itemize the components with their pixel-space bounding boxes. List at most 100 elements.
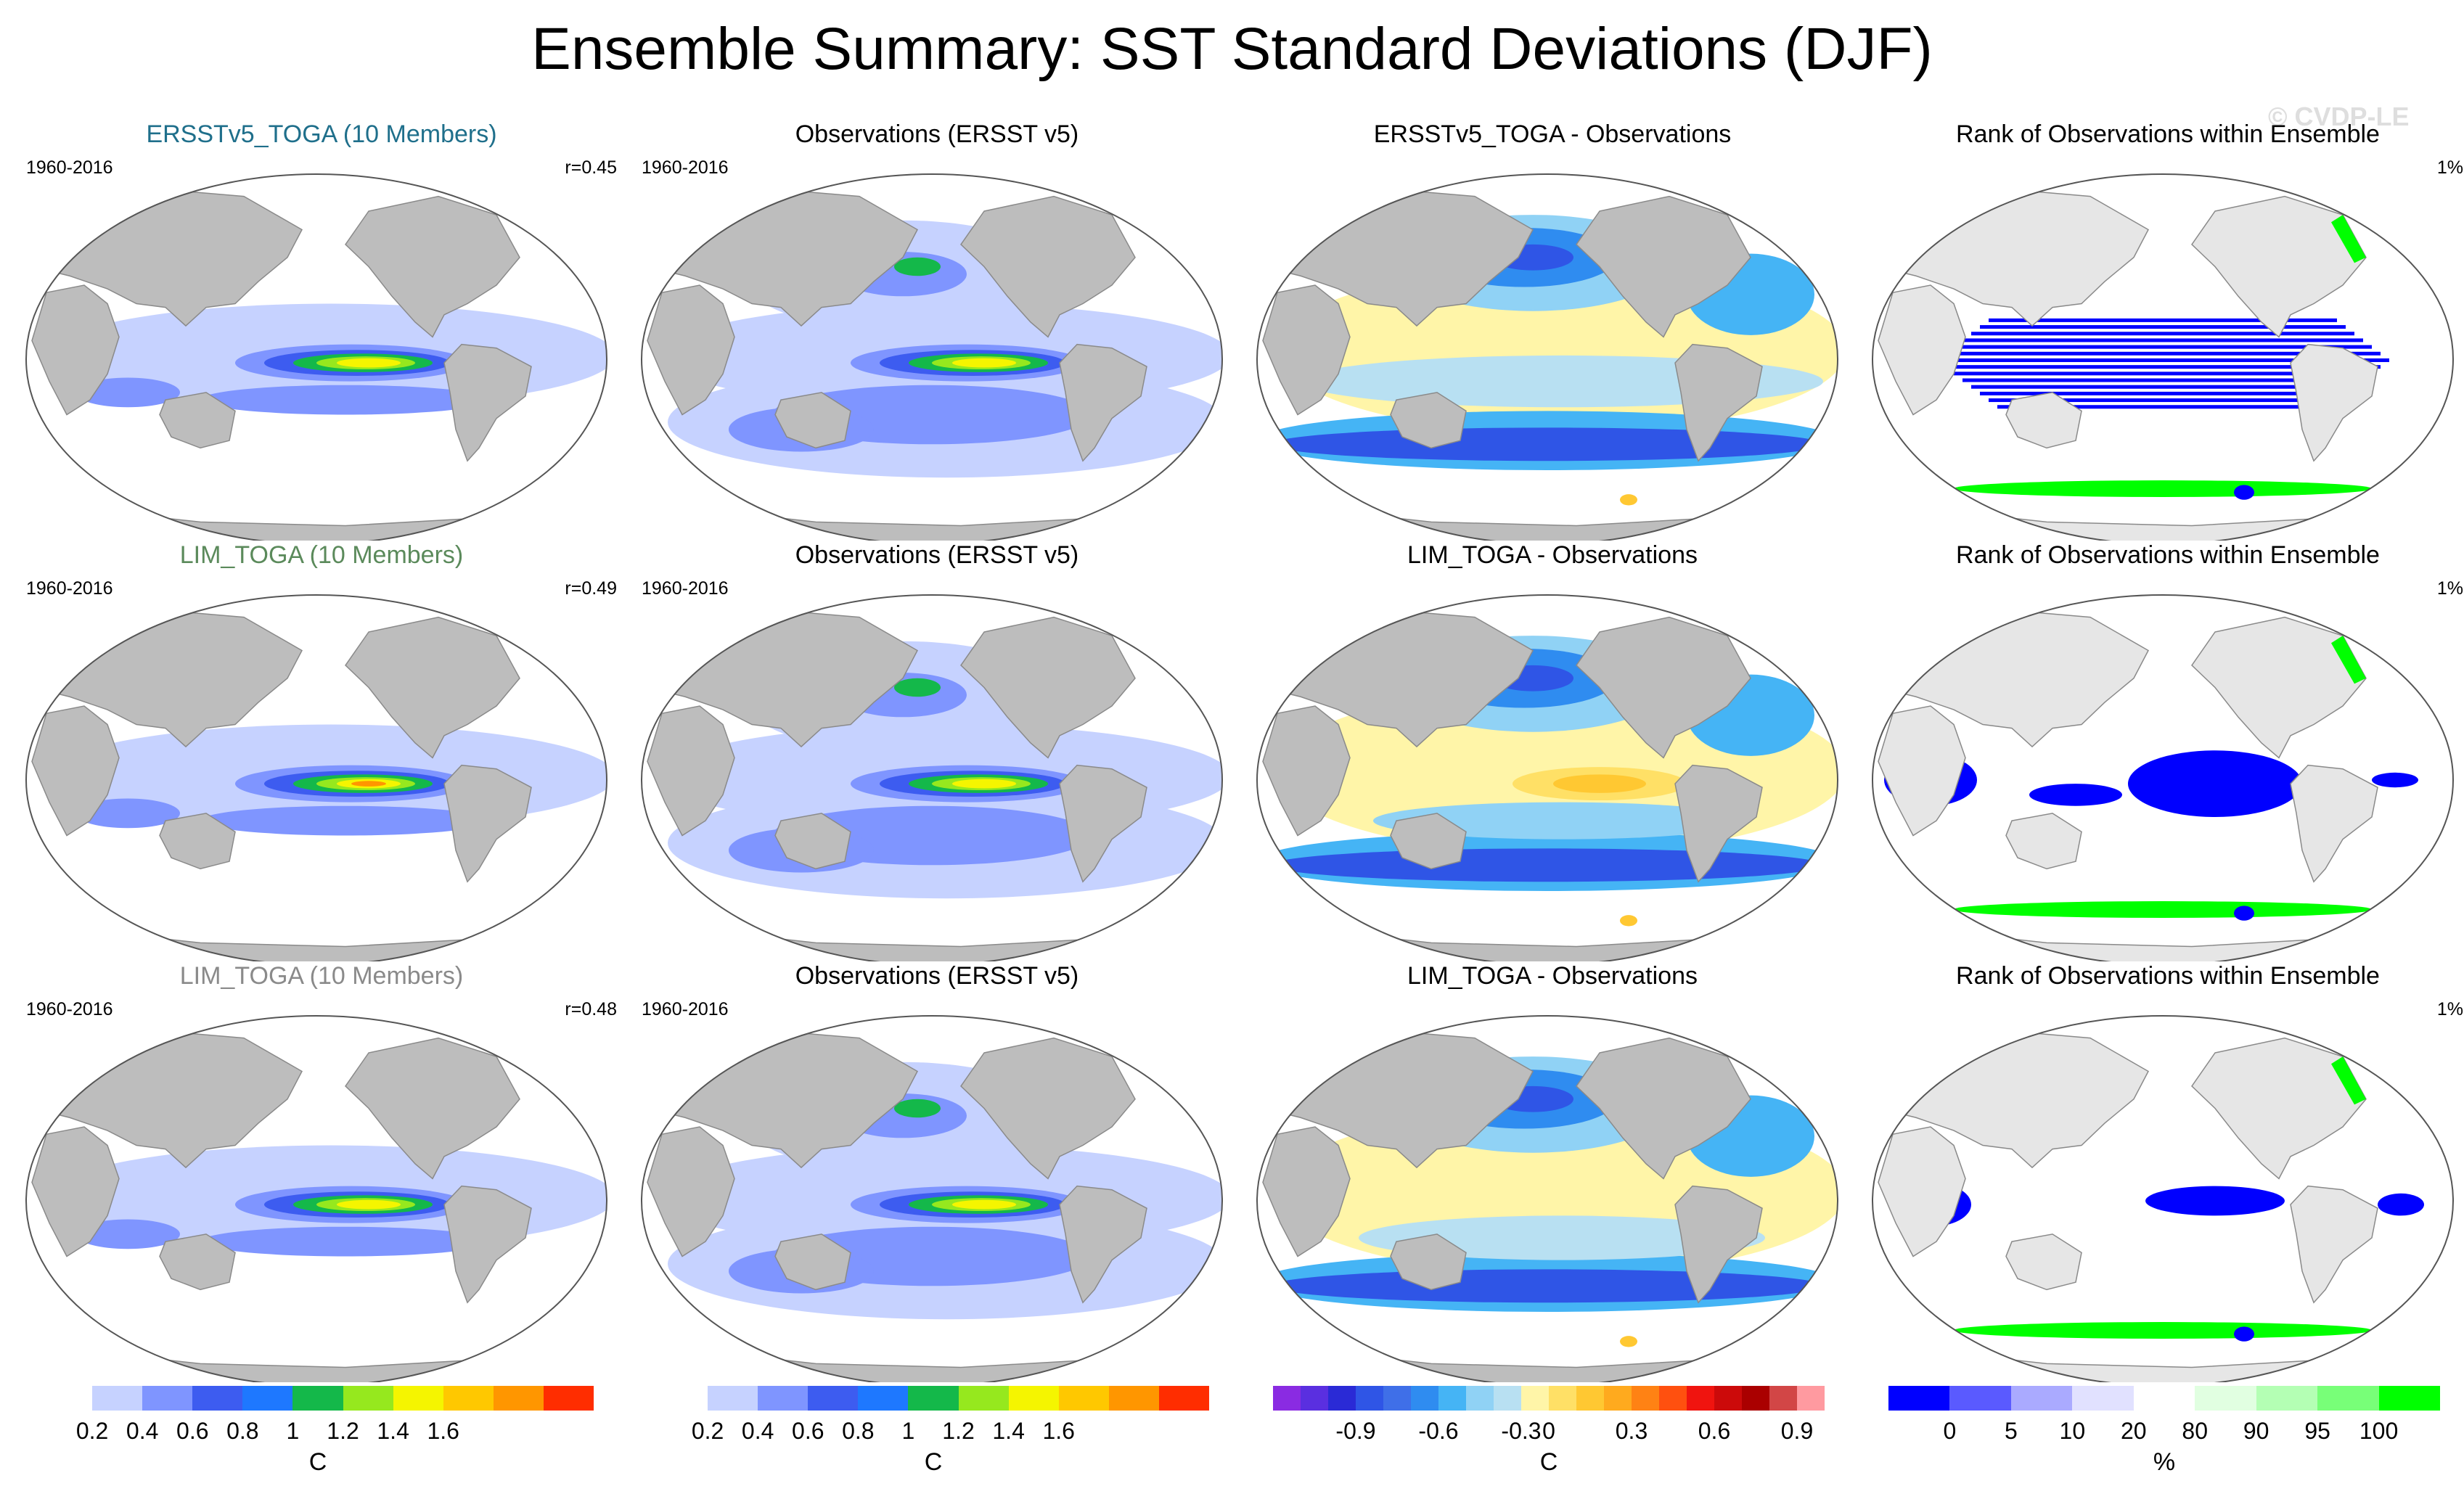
colorbar-swatch bbox=[92, 1386, 143, 1411]
obs-panel-title: Observations (ERSST v5) bbox=[795, 962, 1079, 990]
land-australia bbox=[1390, 1233, 1467, 1291]
land-north-america bbox=[1576, 195, 1751, 338]
colorbar-tick-label: 0 bbox=[1943, 1418, 1957, 1444]
rank-field-southern-green bbox=[1954, 1322, 2372, 1339]
colorbar-tick-label: 1.4 bbox=[992, 1418, 1025, 1444]
map-border bbox=[641, 594, 1223, 961]
diff-field-drake-spot bbox=[1620, 1336, 1637, 1347]
rank-field-drake-blue bbox=[2234, 1326, 2254, 1342]
model-map bbox=[25, 173, 607, 541]
sst-field-enso-yellow bbox=[952, 358, 1016, 368]
colorbar-swatch bbox=[2072, 1386, 2134, 1411]
rank-field-stripe bbox=[1989, 318, 2337, 322]
land-south-america bbox=[1059, 343, 1147, 462]
colorbar-tick-label: 0.9 bbox=[1780, 1418, 1814, 1444]
diff-field-enso-positive-core bbox=[1553, 774, 1646, 793]
colorbar-tick-label: 0.6 bbox=[1698, 1418, 1731, 1444]
period-label: 1960-2016 bbox=[642, 578, 729, 599]
sst-field-indian-blob bbox=[75, 377, 180, 408]
model-panel: LIM_TOGA (10 Members) 1960-2016 r=0.48 bbox=[13, 961, 630, 1382]
diff-panel: LIM_TOGA - Observations bbox=[1244, 961, 1861, 1382]
land-north-america bbox=[960, 195, 1136, 338]
colorbar-swatch bbox=[1949, 1386, 2011, 1411]
colorbar-tick-label: 5 bbox=[2004, 1418, 2018, 1444]
colorbar-swatch bbox=[858, 1386, 909, 1411]
colorbar-swatch bbox=[808, 1386, 859, 1411]
colorbar-swatch bbox=[708, 1386, 758, 1411]
colorbar-swatch bbox=[42, 1386, 93, 1411]
map-border bbox=[1256, 1015, 1838, 1382]
colorbar-tick-label: 1.2 bbox=[327, 1418, 359, 1444]
rank-field-stripe bbox=[1971, 385, 2354, 389]
land-south-america bbox=[2290, 343, 2378, 462]
rank-panel-title: Rank of Observations within Ensemble bbox=[1956, 120, 2380, 148]
diff-panel: LIM_TOGA - Observations bbox=[1244, 541, 1861, 961]
land-north-america bbox=[345, 1037, 520, 1180]
sst-field-kuroshio-core bbox=[894, 1099, 941, 1118]
rank-field-stripe bbox=[1936, 358, 2389, 362]
colorbar-tick-label: 0.4 bbox=[741, 1418, 774, 1444]
land-australia bbox=[774, 392, 851, 449]
colorbar-unit-label: C bbox=[1539, 1448, 1558, 1476]
model-panel: ERSSTv5_TOGA (10 Members) 1960-2016 r=0.45 bbox=[13, 120, 630, 541]
colorbar-swatches bbox=[1888, 1386, 2440, 1411]
colorbar: 0 5 10 20 80 90 95 100% bbox=[1888, 1386, 2440, 1477]
colorbar-tick-label: -0.9 bbox=[1335, 1418, 1376, 1444]
colorbar-swatch bbox=[1604, 1386, 1632, 1411]
rank-percent-label: 1% bbox=[2436, 157, 2463, 178]
rank-map bbox=[1872, 173, 2454, 541]
colorbar-tick-label: 0.2 bbox=[691, 1418, 724, 1444]
land-africa bbox=[31, 1126, 120, 1257]
colorbar-swatch bbox=[1058, 1386, 1109, 1411]
obs-panel: Observations (ERSST v5) 1960-2016 bbox=[629, 541, 1245, 961]
sst-field-subtropic-blob bbox=[200, 805, 491, 836]
colorbar-tick-label: 1.2 bbox=[942, 1418, 975, 1444]
land-africa bbox=[1878, 284, 1966, 416]
colorbar-tick-label: -0.3 bbox=[1501, 1418, 1542, 1444]
rank-map bbox=[1872, 1015, 2454, 1382]
watermark-text: © CVDP-LE bbox=[2268, 102, 2410, 131]
diff-panel-title: LIM_TOGA - Observations bbox=[1407, 541, 1698, 569]
obs-panel: Observations (ERSST v5) 1960-2016 bbox=[629, 961, 1245, 1382]
colorbar-swatch bbox=[1328, 1386, 1356, 1411]
model-map bbox=[25, 1015, 607, 1382]
land-africa bbox=[1878, 705, 1966, 837]
model-panel-title: LIM_TOGA (10 Members) bbox=[179, 541, 464, 569]
sst-field-indian-blob bbox=[75, 798, 180, 829]
colorbar-swatch bbox=[192, 1386, 243, 1411]
colorbar-tick-label: 0.2 bbox=[75, 1418, 109, 1444]
diff-panel-title: ERSSTv5_TOGA - Observations bbox=[1373, 120, 1732, 148]
rank-percent-label: 1% bbox=[2436, 999, 2463, 1019]
colorbar-tick-label: 1.6 bbox=[427, 1418, 459, 1444]
sst-field-subtropic-blob bbox=[200, 385, 491, 415]
colorbar-swatch bbox=[2133, 1386, 2195, 1411]
rank-field-atlantic-blue bbox=[2372, 772, 2418, 788]
model-panel: LIM_TOGA (10 Members) 1960-2016 r=0.49 bbox=[13, 541, 630, 961]
colorbar-tick-label: 1.6 bbox=[1042, 1418, 1075, 1444]
colorbar-tick-label: 0.8 bbox=[842, 1418, 875, 1444]
rank-field-coast-green bbox=[2331, 636, 2366, 684]
colorbar-swatch bbox=[2317, 1386, 2379, 1411]
rank-map bbox=[1872, 594, 2454, 961]
colorbar-swatch bbox=[958, 1386, 1009, 1411]
land-australia bbox=[2005, 1233, 2082, 1291]
diff-field-drake-spot bbox=[1620, 915, 1637, 927]
rank-field-pacific-blue bbox=[2145, 1186, 2285, 1216]
colorbar-tick-label: 10 bbox=[2059, 1418, 2086, 1444]
colorbar-tick-label: 1.4 bbox=[377, 1418, 409, 1444]
colorbar-tick-label: 1 bbox=[286, 1418, 300, 1444]
obs-panel: Observations (ERSST v5) 1960-2016 bbox=[629, 120, 1245, 541]
colorbar-tick-label: -0.6 bbox=[1418, 1418, 1459, 1444]
rank-field-stripe bbox=[1971, 332, 2354, 336]
map-border bbox=[25, 1015, 607, 1382]
land-africa bbox=[647, 1126, 735, 1257]
obs-map bbox=[641, 1015, 1223, 1382]
colorbar-swatch bbox=[493, 1386, 544, 1411]
rank-field-southern-green bbox=[1954, 480, 2372, 497]
sst-field-kuroshio-core bbox=[894, 678, 941, 697]
obs-map bbox=[641, 594, 1223, 961]
colorbar-swatches bbox=[658, 1386, 1210, 1411]
colorbar: 0.2 0.4 0.6 0.8 1 1.2 1.4 1.6 C bbox=[42, 1386, 594, 1477]
land-australia bbox=[2005, 813, 2082, 870]
colorbar-swatch bbox=[242, 1386, 293, 1411]
